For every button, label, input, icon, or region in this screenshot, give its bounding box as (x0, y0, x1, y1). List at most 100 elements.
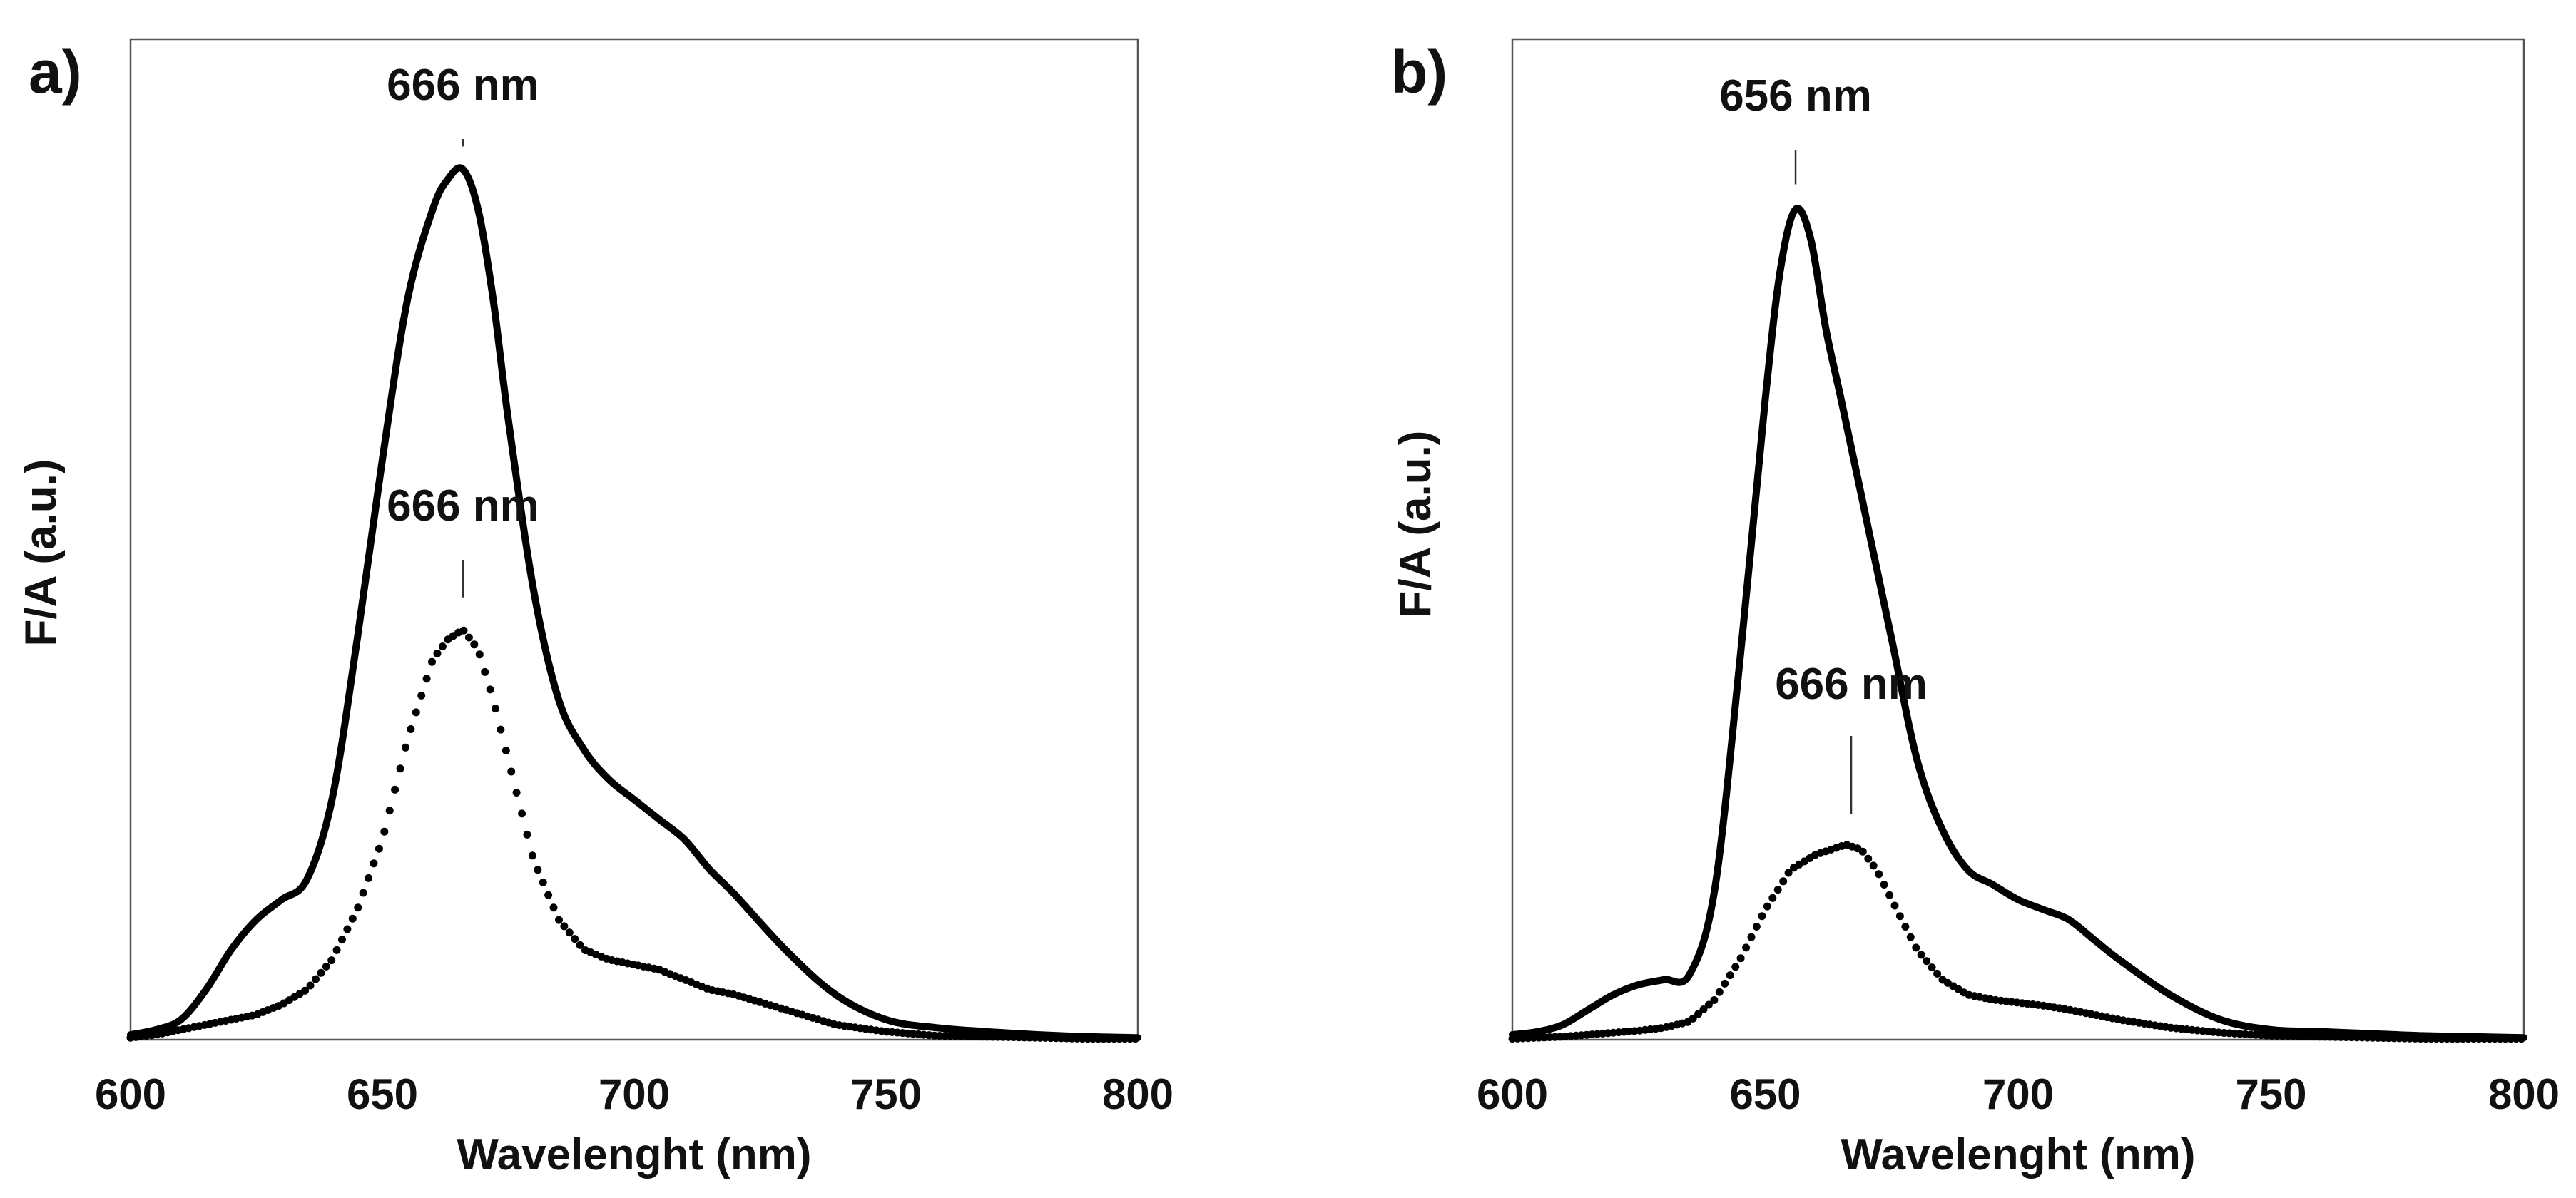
series-point (375, 844, 383, 853)
series-point (555, 916, 563, 924)
series-point (1715, 988, 1724, 996)
series-point (301, 986, 310, 995)
series-point (576, 941, 584, 949)
series-point (475, 650, 484, 659)
peak-label: 656 nm (1719, 71, 1872, 121)
x-tick-label: 600 (95, 1070, 166, 1118)
series-point (1726, 971, 1734, 980)
series-point (348, 914, 357, 923)
series-point (1699, 1005, 1708, 1013)
series-point (512, 789, 521, 797)
series-point (1869, 861, 1878, 870)
series-line-dotted (126, 626, 1139, 1043)
plot-area-frame (129, 38, 1139, 1041)
x-tick-label: 650 (1729, 1070, 1801, 1118)
y-axis-label: F/A (a.u.) (1391, 431, 1440, 618)
series-point (433, 649, 442, 657)
series-point (464, 633, 473, 642)
series-point (518, 809, 526, 818)
series-point (1768, 894, 1777, 902)
series-line-dotted (1508, 841, 2525, 1043)
series-point (327, 956, 336, 965)
x-tick-label: 650 (347, 1070, 418, 1118)
series-point (332, 946, 341, 954)
series-point (1923, 957, 1931, 966)
series-point (365, 874, 373, 882)
series-point (486, 685, 494, 694)
series-point (502, 747, 510, 754)
panel-letter: a) (29, 39, 82, 106)
series-point (1890, 901, 1899, 910)
series-point (1736, 954, 1745, 963)
series-point (317, 968, 325, 977)
series-point (1704, 1000, 1713, 1009)
peak-label: 666 nm (387, 61, 539, 110)
series-line-solid (1509, 205, 2527, 1042)
series-point (1912, 943, 1920, 952)
x-tick-label: 800 (1102, 1070, 1174, 1118)
series-point (1858, 847, 1867, 856)
series-point (1710, 996, 1719, 1004)
series-point (1694, 1010, 1703, 1018)
series-point (492, 705, 499, 713)
series-line-solid (127, 164, 1141, 1042)
y-axis-label: F/A (a.u.) (16, 459, 66, 647)
series-point (1131, 1035, 1139, 1043)
series-point (417, 691, 426, 700)
series-point (1752, 923, 1761, 931)
series-point (1721, 979, 1729, 988)
series-point (1928, 963, 1936, 972)
series-point (1917, 951, 1925, 959)
series-point (359, 889, 367, 897)
series-point (385, 807, 394, 815)
series-point (428, 657, 436, 666)
series-point (497, 725, 505, 734)
series-point (470, 640, 479, 649)
series-point (565, 928, 574, 937)
series-point (1773, 886, 1782, 894)
series-point (1864, 854, 1873, 863)
series-point (354, 903, 362, 912)
series-point (1933, 969, 1942, 978)
series-point (1880, 881, 1888, 889)
peak-label: 666 nm (1775, 660, 1928, 709)
x-axis-label: Wavelenght (nm) (1841, 1130, 2195, 1179)
series-point (412, 708, 420, 717)
series-point (549, 903, 558, 912)
series-point (1895, 912, 1904, 921)
series-point (396, 764, 404, 773)
series-point (2518, 1035, 2525, 1043)
series-point (343, 925, 352, 933)
series-point (306, 981, 315, 990)
panel-letter: b) (1391, 39, 1447, 106)
series-point (422, 675, 431, 683)
series-point (1731, 963, 1740, 971)
series-point (528, 851, 536, 860)
x-tick-label: 700 (599, 1070, 670, 1118)
series-point (1758, 912, 1766, 921)
series-point (507, 767, 516, 776)
series-point (1742, 943, 1751, 952)
series-point (322, 962, 330, 971)
series-point (338, 936, 346, 944)
series-point (407, 725, 415, 733)
series-point (402, 743, 409, 752)
series-point (560, 922, 569, 931)
series-point (571, 935, 579, 943)
series-point (1906, 933, 1915, 941)
series-point (539, 878, 547, 886)
series-point (380, 827, 389, 836)
series-point (544, 891, 553, 899)
series-point (1875, 870, 1883, 879)
x-tick-label: 800 (2488, 1070, 2560, 1118)
series-point (523, 830, 531, 839)
series-point (534, 866, 542, 874)
x-tick-label: 750 (2235, 1070, 2306, 1118)
series-point (391, 785, 399, 794)
series-point (312, 975, 320, 983)
peak-label: 666 nm (387, 481, 539, 531)
x-tick-label: 600 (1477, 1070, 1548, 1118)
series-point (1779, 877, 1788, 886)
x-axis-label: Wavelenght (nm) (457, 1130, 811, 1179)
